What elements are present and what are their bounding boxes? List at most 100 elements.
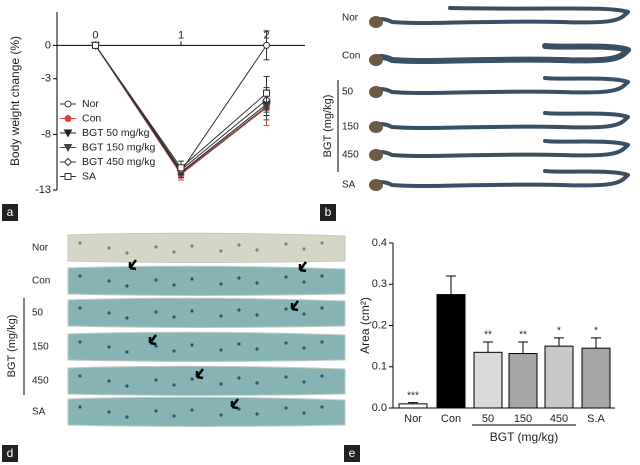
stain bbox=[78, 340, 82, 344]
stain bbox=[107, 379, 111, 383]
legend-label: BGT 50 mg/kg bbox=[82, 127, 150, 139]
photo-label: SA bbox=[342, 180, 356, 191]
panel-letter: d bbox=[7, 446, 14, 460]
x-tick-label: 1 bbox=[178, 29, 184, 41]
stain bbox=[78, 306, 82, 310]
panel-letter: a bbox=[7, 205, 14, 219]
y-axis-label: Body weight change (%) bbox=[8, 36, 22, 166]
panel-letter-box bbox=[2, 204, 18, 221]
legend-label: Nor bbox=[82, 98, 99, 110]
significance: ** bbox=[484, 330, 492, 341]
arrow bbox=[195, 368, 204, 380]
error-bar bbox=[408, 402, 418, 404]
stain bbox=[320, 306, 324, 310]
y-tick-label: 0.2 bbox=[372, 319, 387, 331]
photo-label: 450 bbox=[342, 150, 359, 161]
legend-label: SA bbox=[82, 170, 96, 182]
marker bbox=[64, 173, 72, 180]
panel-letter: e bbox=[349, 446, 356, 460]
x-tick-label: S.A bbox=[587, 413, 605, 425]
stain bbox=[125, 284, 129, 288]
stain bbox=[190, 377, 194, 381]
arrow bbox=[290, 300, 299, 312]
arrow bbox=[148, 334, 157, 346]
panel-letter-box bbox=[320, 204, 336, 221]
intestine bbox=[370, 111, 630, 130]
photo-label: 150 bbox=[342, 122, 359, 133]
stain bbox=[284, 341, 288, 345]
error-bar bbox=[518, 341, 528, 354]
y-tick-label: -8 bbox=[41, 128, 51, 140]
stain bbox=[284, 375, 288, 379]
panel-letter-box bbox=[344, 445, 360, 462]
marker bbox=[63, 129, 73, 138]
error-bar bbox=[483, 341, 493, 353]
y-axis-label: Area (cm²) bbox=[358, 297, 372, 354]
photo-label: 50 bbox=[342, 87, 354, 98]
bar bbox=[581, 347, 611, 409]
stain bbox=[107, 246, 111, 250]
stain bbox=[302, 411, 306, 415]
y-tick-label: 0.0 bbox=[372, 402, 387, 414]
stain bbox=[125, 316, 129, 320]
stain bbox=[78, 374, 82, 378]
x-tick-label: 150 bbox=[514, 413, 532, 425]
bar bbox=[436, 294, 466, 409]
tissue-strip bbox=[67, 265, 346, 296]
marker bbox=[177, 164, 185, 172]
stain bbox=[284, 242, 288, 246]
photo-label: SA bbox=[32, 407, 46, 418]
significance: * bbox=[557, 326, 561, 337]
stain bbox=[107, 410, 111, 414]
tissue-strip bbox=[67, 396, 346, 427]
photo-label: 450 bbox=[32, 376, 49, 387]
stain bbox=[302, 380, 306, 384]
stain bbox=[255, 381, 259, 385]
stain bbox=[255, 412, 259, 416]
marker bbox=[91, 41, 99, 49]
stain bbox=[320, 274, 324, 278]
intestine bbox=[370, 139, 630, 158]
cecum bbox=[369, 54, 383, 66]
photo-label: Nor bbox=[342, 13, 359, 24]
stain bbox=[125, 350, 129, 354]
stain bbox=[154, 278, 158, 282]
stain bbox=[302, 280, 306, 284]
stain bbox=[190, 408, 194, 412]
stain bbox=[154, 378, 158, 382]
stain bbox=[219, 249, 223, 253]
marker bbox=[63, 157, 73, 167]
stain bbox=[320, 405, 324, 409]
y-tick-label: -13 bbox=[35, 184, 51, 196]
stain bbox=[320, 340, 324, 344]
error-bar bbox=[591, 337, 601, 349]
cecum bbox=[369, 121, 383, 133]
tissue-strip bbox=[67, 297, 346, 328]
stain bbox=[302, 247, 306, 251]
stain bbox=[302, 312, 306, 316]
photo-label: Con bbox=[342, 51, 360, 62]
y-tick-label: 0.4 bbox=[372, 237, 387, 249]
y-tick-label: 0.1 bbox=[372, 361, 387, 373]
x-tick-label: 50 bbox=[482, 413, 494, 425]
group-label: BGT (mg/kg) bbox=[322, 95, 334, 158]
photo-label: 150 bbox=[32, 342, 49, 353]
bar bbox=[473, 351, 503, 409]
tissue-strip bbox=[67, 331, 346, 362]
stain bbox=[154, 310, 158, 314]
tissue-strip bbox=[67, 365, 346, 396]
intestine bbox=[370, 169, 630, 188]
stain bbox=[125, 384, 129, 388]
legend-label: BGT 150 mg/kg bbox=[82, 141, 156, 153]
stain bbox=[107, 279, 111, 283]
intestine bbox=[370, 6, 630, 25]
cecum bbox=[369, 16, 383, 28]
stain bbox=[190, 277, 194, 281]
panel-letter-box bbox=[2, 445, 18, 462]
legend-label: BGT 450 mg/kg bbox=[82, 156, 156, 168]
intestine bbox=[370, 76, 630, 95]
stain bbox=[219, 314, 223, 318]
stain bbox=[154, 409, 158, 413]
bar bbox=[398, 403, 428, 409]
stain bbox=[190, 244, 194, 248]
